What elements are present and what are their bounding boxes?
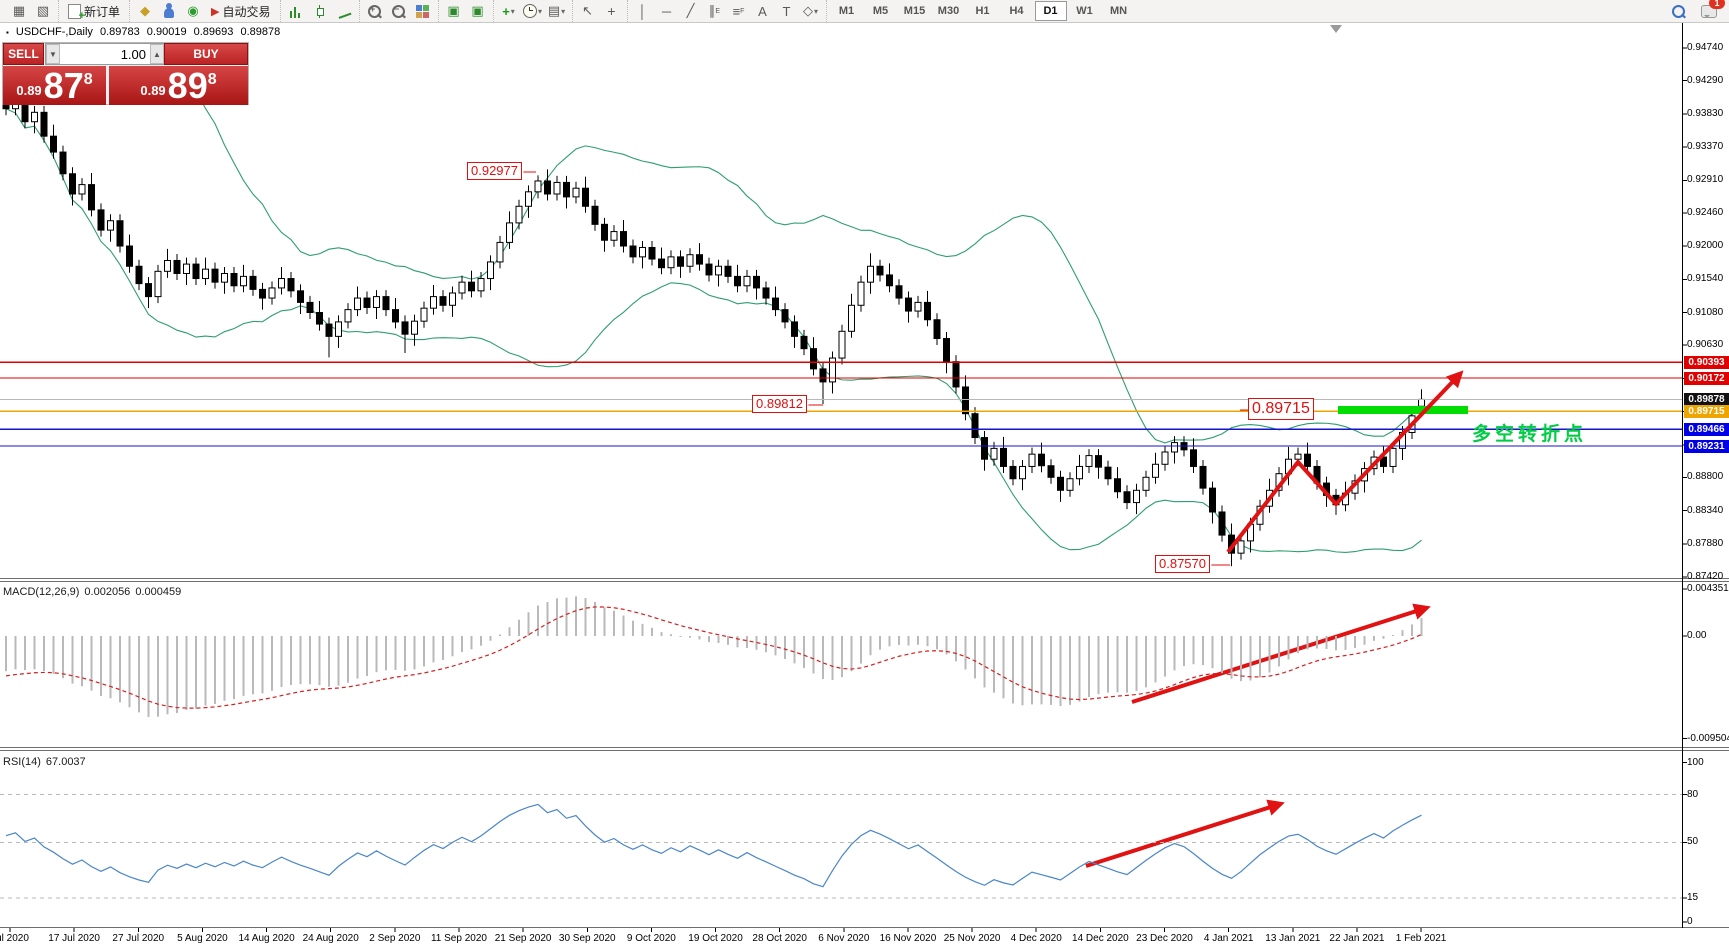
signals-icon[interactable]: ◉ bbox=[187, 3, 199, 18]
bollinger-bands bbox=[5, 64, 1422, 553]
chart-preview-icon[interactable]: ▧ bbox=[36, 3, 50, 18]
one-click-trade-panel: SELL ▼ ▲ BUY 0.89 87 8 0.89 89 8 bbox=[2, 42, 249, 105]
fibonacci-tool-icon[interactable]: ≡ F bbox=[732, 3, 745, 19]
tile-windows-icon[interactable] bbox=[412, 0, 434, 22]
timeframe-m5-button[interactable]: M5 bbox=[872, 5, 889, 17]
volume-increase-button[interactable]: ▲ bbox=[150, 44, 164, 64]
ohlc-close: 0.89878 bbox=[240, 26, 281, 38]
autotrading-label: 自动交易 bbox=[222, 4, 271, 19]
rsi-label: RSI(14) 67.0037 bbox=[3, 756, 86, 768]
rs-trend-arrow[interactable] bbox=[1085, 799, 1285, 868]
chart-shift-marker[interactable] bbox=[1330, 25, 1342, 33]
turning-point-note[interactable]: 多空转折点 bbox=[1472, 424, 1588, 445]
buy-price-prefix: 0.89 bbox=[140, 83, 166, 98]
search-icon[interactable] bbox=[1667, 1, 1689, 23]
accounts-icon[interactable] bbox=[158, 0, 180, 22]
price-callout-label[interactable]: 0.89715 bbox=[1248, 398, 1314, 420]
price-callout-label[interactable]: 0.92977 bbox=[467, 162, 522, 181]
timeframe-m15-button[interactable]: M15 bbox=[903, 5, 926, 17]
new-order-button[interactable]: 新订单 bbox=[63, 0, 125, 22]
ohlc-low: 0.89693 bbox=[193, 26, 234, 38]
channel-tool-icon[interactable]: ∥ E bbox=[708, 3, 721, 18]
price-callout-label[interactable]: 0.89812 bbox=[752, 395, 807, 414]
bar-chart-mode-icon[interactable] bbox=[285, 0, 307, 22]
zoom-out-icon[interactable]: − bbox=[388, 0, 410, 22]
shapes-tool-icon[interactable]: ◇ ▾ bbox=[802, 3, 818, 18]
buy-price-tile[interactable]: 0.89 89 8 bbox=[109, 66, 248, 105]
template-button[interactable]: ▤ ▾ bbox=[547, 3, 566, 18]
vertical-line-tool-icon[interactable]: │ bbox=[638, 3, 647, 19]
timeframe-w1-button[interactable]: W1 bbox=[1076, 5, 1093, 17]
horizontal-line-tool-icon[interactable]: ─ bbox=[661, 3, 672, 19]
notification-badge: 1 bbox=[1709, 0, 1725, 9]
buy-price-big: 89 bbox=[167, 64, 208, 106]
timeframe-toolbar: M1 M5 M15 M30 H1 H4 D1 W1 MN bbox=[825, 0, 1139, 22]
cursor-tool-icon[interactable]: ↖ bbox=[582, 3, 593, 18]
ohlc-open: 0.89783 bbox=[99, 26, 140, 38]
buy-button[interactable]: BUY bbox=[164, 43, 248, 65]
crosshair-tool-icon[interactable]: + bbox=[607, 3, 616, 19]
sell-price-tile[interactable]: 0.89 87 8 bbox=[3, 66, 106, 105]
new-order-icon bbox=[68, 3, 85, 22]
market-watch-icon[interactable]: ◆ bbox=[140, 3, 151, 18]
auto-arrange-icon[interactable]: ▣ bbox=[471, 3, 484, 18]
green-support-bar[interactable] bbox=[1338, 406, 1468, 414]
main-toolbar: ▦ ▧ 新订单 ◆ ◉ ▶ 自动交易 + − bbox=[0, 0, 1729, 23]
sell-price-prefix: 0.89 bbox=[16, 83, 42, 98]
chart-window-icon[interactable]: ▦ bbox=[12, 3, 26, 18]
volume-spinner: ▼ ▲ bbox=[45, 43, 165, 65]
text-tool-icon[interactable]: A bbox=[758, 3, 767, 19]
volume-decrease-button[interactable]: ▼ bbox=[46, 44, 60, 64]
text-label-tool-icon[interactable]: T bbox=[782, 3, 791, 19]
rsi-indicator bbox=[0, 794, 1682, 899]
timeframe-h4-button[interactable]: H4 bbox=[1009, 5, 1024, 17]
sell-price-pip: 8 bbox=[83, 70, 93, 88]
ohlc-high: 0.90019 bbox=[146, 26, 187, 38]
autotrading-button[interactable]: ▶ 自动交易 bbox=[206, 0, 275, 22]
trendline-tool-icon[interactable]: ╱ bbox=[686, 3, 695, 18]
price-callout-label[interactable]: 0.87570 bbox=[1155, 555, 1210, 574]
candlestick-series bbox=[2, 88, 1425, 567]
arrange-charts-icon[interactable]: ▣ bbox=[447, 3, 460, 18]
timeframe-h1-button[interactable]: H1 bbox=[975, 5, 990, 17]
notifications-button[interactable]: 1 bbox=[1698, 0, 1725, 23]
timeframe-m1-button[interactable]: M1 bbox=[838, 5, 855, 17]
zoom-in-icon[interactable]: + bbox=[364, 0, 386, 22]
macd-indicator bbox=[5, 596, 1423, 718]
chart-ohlc-title: ▪ USDCHF-,Daily 0.89783 0.90019 0.89693 … bbox=[6, 26, 281, 38]
sell-price-big: 87 bbox=[43, 64, 84, 106]
symbol-period-label: USDCHF-,Daily bbox=[15, 26, 93, 38]
timeframe-mn-button[interactable]: MN bbox=[1109, 5, 1128, 17]
add-indicator-button[interactable]: + ▾ bbox=[502, 3, 515, 19]
autotrading-icon: ▶ bbox=[211, 5, 220, 18]
price-zigzag-arrow[interactable] bbox=[1226, 370, 1464, 554]
timeframe-m30-button[interactable]: M30 bbox=[937, 5, 960, 17]
volume-input[interactable] bbox=[60, 44, 150, 64]
candlestick-mode-icon[interactable] bbox=[309, 0, 331, 22]
timeframe-d1-button[interactable]: D1 bbox=[1034, 1, 1067, 21]
period-clock-button[interactable]: ▾ bbox=[522, 0, 544, 22]
sell-button[interactable]: SELL bbox=[3, 43, 44, 65]
buy-price-pip: 8 bbox=[207, 70, 217, 88]
macd-label: MACD(12,26,9) 0.002056 0.000459 bbox=[3, 586, 182, 598]
new-order-label: 新订单 bbox=[84, 4, 121, 19]
